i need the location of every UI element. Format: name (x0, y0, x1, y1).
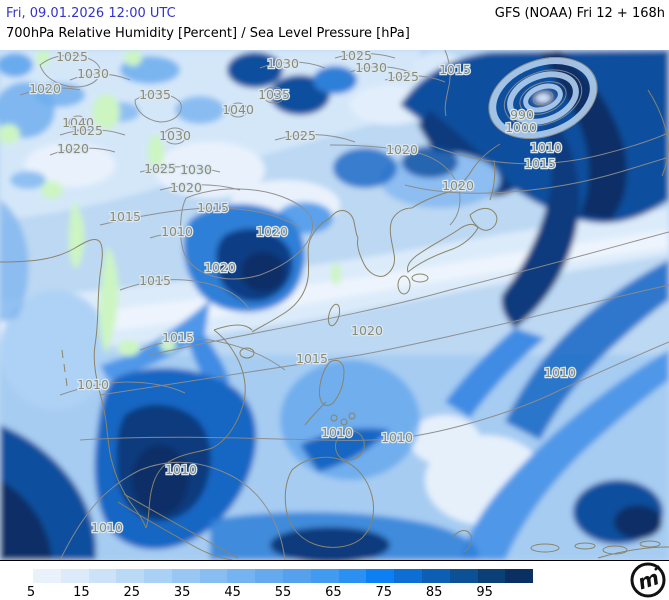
pressure-label: 1015 (162, 330, 194, 345)
pressure-label: 1025 (284, 128, 316, 143)
scale-tick-label: 25 (123, 585, 141, 600)
scale-tick-label: 75 (375, 585, 393, 600)
weather-map: 1025 1030 1020 1035 1040 1025 1020 1030 1025 1030… (0, 50, 669, 561)
coastlines (0, 89, 669, 560)
pressure-label: 1025 (340, 50, 372, 63)
scale-segment (449, 569, 478, 583)
pressure-label: 1020 (442, 178, 474, 193)
pressure-label: 1015 (524, 156, 556, 171)
chart-header: Fri, 09.01.2026 12:00 UTC GFS (NOAA) Fri… (0, 0, 669, 50)
scale-segment (421, 569, 450, 583)
pressure-label: 1030 (180, 162, 212, 177)
scale-tick-label: 95 (476, 585, 493, 600)
pressure-label: 1030 (355, 60, 387, 75)
scale-segment (88, 569, 117, 583)
pressure-label: 1025 (387, 69, 419, 84)
pressure-label: 990 (510, 107, 534, 122)
pressure-contours (19, 50, 669, 560)
pressure-label: 1010 (161, 224, 193, 239)
pressure-label: 1015 (296, 351, 328, 366)
pressure-label: 1025 (56, 50, 88, 64)
scale-segment (171, 569, 200, 583)
pressure-label: 1040 (222, 102, 254, 117)
scale-segment (33, 569, 61, 583)
pressure-label: 1020 (57, 141, 89, 156)
scale-segment (394, 569, 422, 583)
pressure-label: 1035 (258, 87, 290, 102)
scale-segment (505, 569, 534, 583)
scale-segment (199, 569, 228, 583)
scale-ticks: 5 15 25 35 45 55 65 75 85 95 (0, 585, 669, 600)
scale-segment (255, 569, 284, 583)
scale-segment (338, 569, 367, 583)
scale-segment (283, 569, 311, 583)
pressure-label: 1040 (62, 115, 94, 130)
pressure-label: 1010 (321, 425, 353, 440)
pressure-label: 1020 (351, 323, 383, 338)
pressure-label: 1010 (91, 520, 123, 535)
scale-segment (477, 569, 506, 583)
svg-text:m: m (635, 565, 662, 594)
pressure-label: 1025 (144, 161, 176, 176)
valid-time-label: Fri, 09.01.2026 12:00 UTC (6, 6, 176, 21)
pressure-label: 1010 (77, 377, 109, 392)
pressure-label: 1010 (530, 140, 562, 155)
pressure-label: 1020 (256, 224, 288, 239)
scale-tick-label: 35 (173, 585, 191, 600)
pressure-label: 1020 (386, 142, 418, 157)
pressure-label: 1025 (71, 123, 103, 138)
pressure-label: 1030 (267, 56, 299, 71)
provider-logo-m-icon: m (630, 562, 666, 598)
scale-segment (310, 569, 339, 583)
scale-segment (116, 569, 145, 583)
pressure-label: 1015 (139, 273, 171, 288)
low-spiral-arcs (489, 57, 597, 139)
pressure-label: 1010 (165, 462, 197, 477)
pressure-label: 1015 (439, 62, 471, 77)
pressure-label: 1000 (505, 120, 537, 135)
pressure-label: 1030 (77, 66, 109, 81)
pressure-label: 1020 (204, 260, 236, 275)
scale-segment (227, 569, 256, 583)
pressure-label: 1030 (159, 128, 191, 143)
scale-segment (60, 569, 89, 583)
pressure-label: 1020 (170, 180, 202, 195)
pressure-label: 1010 (381, 430, 413, 445)
chart-footer: 5 15 25 35 45 55 65 75 85 95 m (0, 561, 669, 600)
chart-title: 700hPa Relative Humidity [Percent] / Sea… (6, 26, 410, 41)
pressure-label: 1035 (139, 87, 171, 102)
scale-segment (366, 569, 395, 583)
scale-tick-label: 85 (425, 585, 443, 600)
scale-tick-label: 55 (274, 585, 292, 600)
scale-tick-label: 65 (325, 585, 342, 600)
color-scale (33, 569, 534, 583)
pressure-label: 1020 (29, 81, 61, 96)
scale-tick-label: 5 (26, 585, 36, 600)
scale-tick-label: 45 (224, 585, 241, 600)
pressure-label: 1010 (544, 365, 576, 380)
model-run-label: GFS (NOAA) Fri 12 + 168h (494, 6, 665, 21)
scale-segment (144, 569, 172, 583)
scale-tick-label: 15 (73, 585, 90, 600)
pressure-label: 1015 (197, 200, 229, 215)
pressure-label: 1015 (109, 209, 141, 224)
